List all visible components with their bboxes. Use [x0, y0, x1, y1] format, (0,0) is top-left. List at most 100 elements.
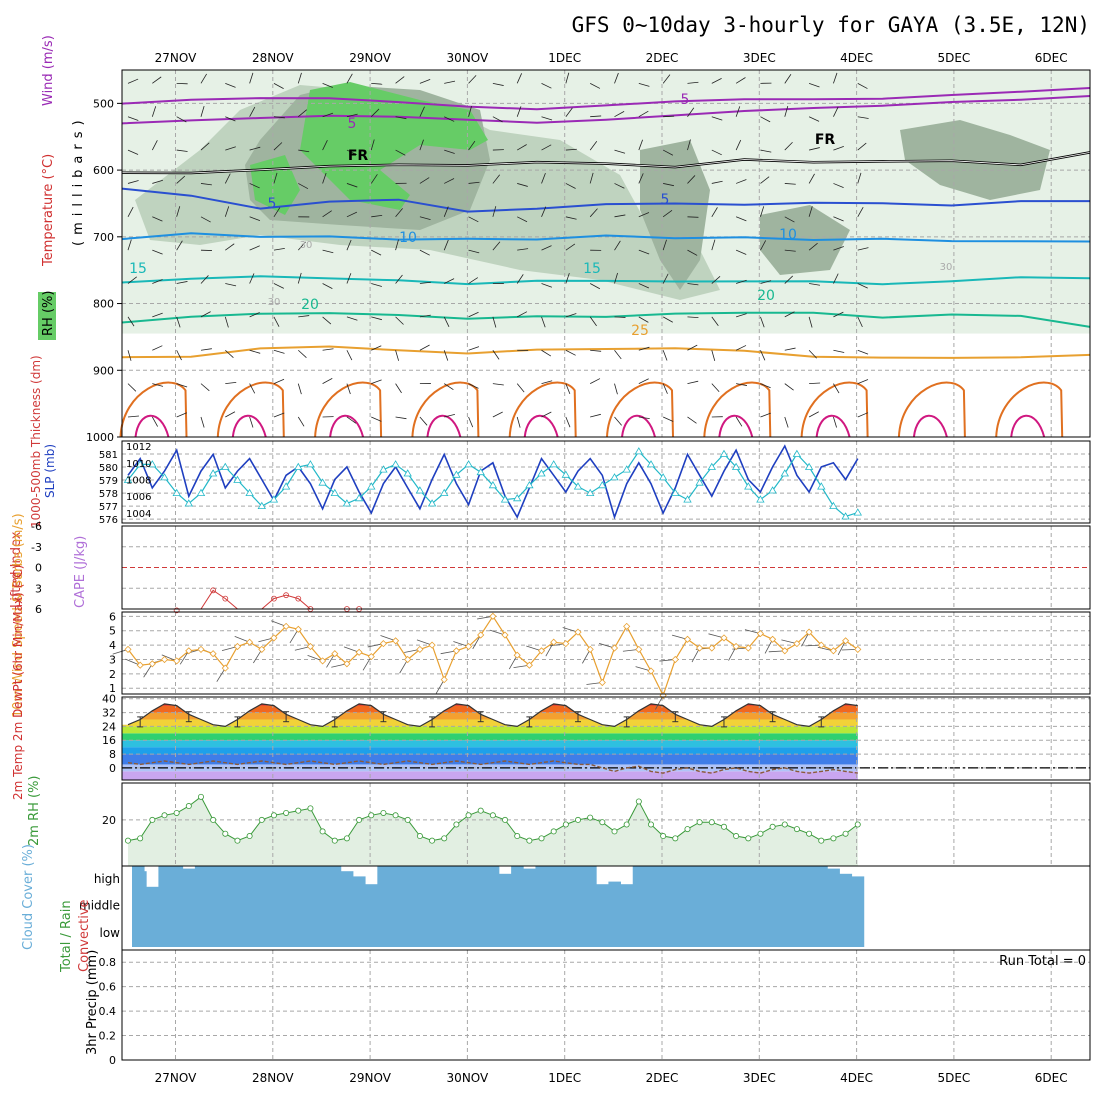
- wind-barb: [541, 82, 552, 89]
- temp-band: [122, 719, 858, 727]
- rh2m-point: [854, 821, 861, 828]
- ylabel-precip: 3hr Precip (mm): [85, 950, 100, 1055]
- upper-ylabel-group: RH (%) Temperature (°C) Wind (m/s) (milliba…: [38, 35, 86, 340]
- wind-barb: [784, 106, 789, 117]
- cloud-bar: [280, 919, 293, 947]
- wind-barb: [857, 379, 869, 384]
- wind-barb: [225, 283, 237, 287]
- wind-barb: [857, 247, 869, 251]
- cloud-bar: [620, 884, 634, 892]
- wind-barb: [784, 383, 794, 391]
- ylabel-convective: Convective: [77, 899, 92, 972]
- wind-barb: [565, 313, 577, 318]
- thickness-tick-label: 581: [99, 450, 118, 461]
- cloud-bar: [462, 919, 476, 947]
- cloud-bar: [243, 892, 257, 919]
- rh2m-area: [128, 796, 858, 866]
- cloud-bar: [158, 866, 171, 892]
- wind-barb: [857, 283, 868, 289]
- wind-barb: [809, 283, 821, 286]
- pressure-tick-label: 900: [93, 364, 114, 377]
- thickness-point: [221, 462, 230, 470]
- rh2m-point: [611, 828, 618, 835]
- thickness-point: [804, 462, 814, 470]
- day-label-top: 5DEC: [937, 51, 970, 65]
- wind-barb: [492, 411, 503, 418]
- wind10-point: [343, 660, 351, 668]
- wind-barb: [176, 149, 188, 152]
- cloud-bar: [486, 892, 500, 919]
- day-label-bottom: 3DEC: [743, 1071, 776, 1085]
- cloud-bar: [535, 866, 549, 892]
- rh2m-point: [660, 833, 667, 840]
- wind-barb: [784, 249, 796, 252]
- cloud-bar: [620, 919, 634, 947]
- temp-band: [122, 726, 858, 734]
- rh2m-point: [818, 837, 825, 844]
- contour-35C-loop: [621, 414, 656, 438]
- cloud-bar: [839, 873, 853, 892]
- wind-barb: [200, 142, 210, 151]
- cloud-bar: [571, 919, 585, 947]
- cloud-bar: [584, 892, 597, 919]
- wind-barb: [687, 283, 699, 286]
- precip-tick-label: 0: [109, 1054, 116, 1067]
- cloud-bar: [389, 919, 403, 947]
- wind-barb: [468, 249, 480, 254]
- cloud-bar: [401, 919, 415, 947]
- wind-barb: [735, 216, 747, 222]
- wind-barb: [298, 149, 310, 153]
- rh2m-point: [149, 816, 156, 823]
- wind-barb: [687, 107, 695, 117]
- precip-run-total: Run Total = 0: [999, 954, 1086, 969]
- day-label-bottom: 5DEC: [937, 1071, 970, 1085]
- cloud-bar: [438, 892, 451, 919]
- wind10-barb: [289, 629, 299, 644]
- day-label-bottom: 1DEC: [548, 1071, 581, 1085]
- wind-barb: [516, 106, 522, 117]
- rh2m-point: [696, 819, 703, 826]
- rh2m-point: [392, 812, 399, 819]
- wind-barb: [152, 76, 162, 84]
- cloud-bar: [462, 892, 476, 919]
- thickness-point: [208, 469, 218, 477]
- thickness-point: [646, 460, 656, 468]
- cloud-bar: [365, 919, 378, 947]
- cloud-bar: [754, 866, 767, 892]
- wind10-point: [319, 657, 327, 665]
- wind-barb: [833, 383, 840, 394]
- day-label-top: 29NOV: [349, 51, 391, 65]
- cloud-bar: [523, 868, 536, 892]
- wind-barb: [249, 146, 261, 151]
- thickness-point: [780, 469, 789, 477]
- cloud-bar: [231, 919, 244, 947]
- wind-barb: [589, 208, 598, 218]
- ylabel-cloud: Cloud Cover (%): [21, 844, 36, 950]
- wind10-barb: [801, 631, 810, 647]
- wind-barb: [419, 249, 430, 256]
- wind-barb: [711, 116, 723, 121]
- wind-barb: [249, 416, 254, 428]
- wind-barb: [298, 349, 307, 358]
- day-label-top: 1DEC: [548, 51, 581, 65]
- wind-barb: [176, 206, 181, 217]
- rh2m-point: [331, 837, 338, 844]
- rh2m-point: [125, 837, 132, 844]
- wind-barb: [516, 383, 525, 393]
- cloud-bar: [742, 892, 755, 919]
- wind-barb: [808, 116, 820, 122]
- rh2m-point: [708, 819, 715, 826]
- cloud-bar: [693, 866, 707, 892]
- contour-15C: [121, 275, 1091, 286]
- rh2m-point: [745, 835, 752, 842]
- wind-barb: [322, 378, 333, 384]
- cloud-bar: [413, 892, 427, 919]
- wind-barb: [297, 383, 302, 395]
- wind10-barb: [253, 649, 263, 664]
- wind-barb: [589, 172, 594, 184]
- wind-barb: [176, 240, 183, 251]
- dewpoint-line: [127, 760, 858, 774]
- wind-barb: [127, 383, 137, 392]
- wind-barb: [468, 75, 477, 84]
